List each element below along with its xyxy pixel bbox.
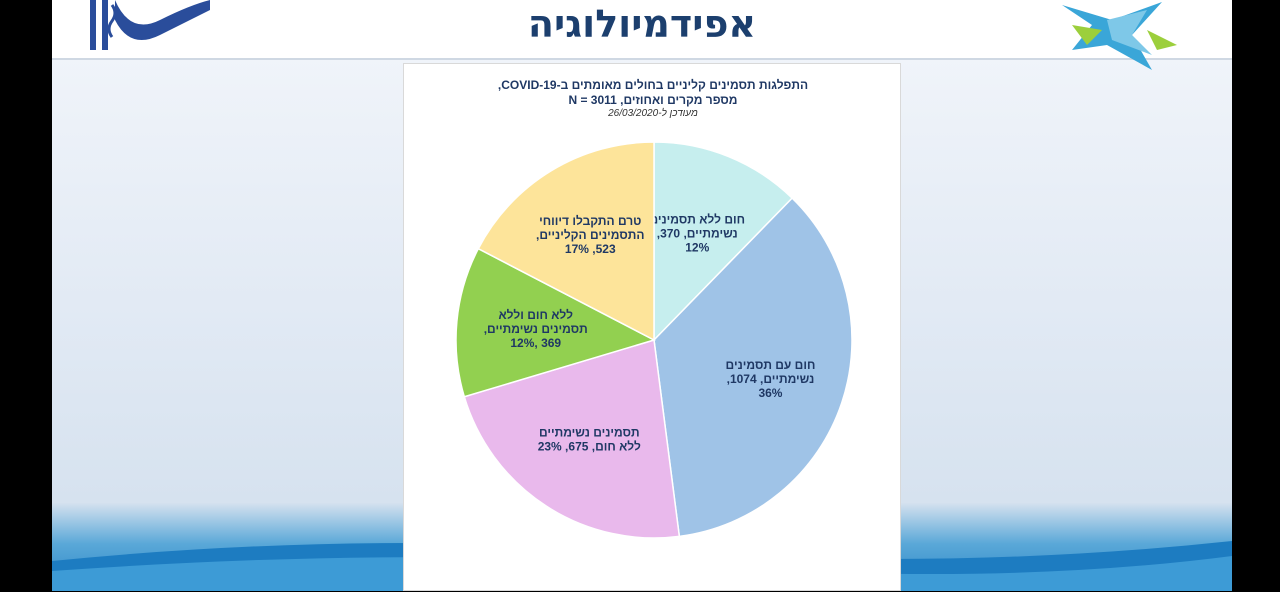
pie-slice-label-line: חום ללא תסמינים: [649, 213, 745, 227]
pie-slice-0: [653, 141, 794, 342]
pie-slice-label-line: תסמינים נשימתיים,: [484, 322, 588, 336]
pie-slice-label-line: 36%: [758, 386, 782, 400]
pie-slice-label-3: ללא חום וללא תסמינים נשימתיים, 369 ,12%: [484, 308, 588, 350]
pie-slice-label-line: 523, 17%: [565, 242, 616, 256]
chart-subtitle: מעודכן ל-26/03/2020: [608, 108, 698, 119]
ministry-logo-icon: [90, 0, 210, 50]
slide-header: אפידמיולוגיה: [52, 0, 1232, 70]
pie-slice-label-2: תסמינים נשימתיים ללא חום, 675, 23%: [538, 426, 641, 454]
pie-slice-3: [455, 247, 656, 398]
pie-slice-label-line: התסמינים הקליניים,: [536, 228, 644, 242]
pie-slice-label-line: טרם התקבלו דיווחי: [539, 214, 641, 228]
pie-slice-label-line: 12%: [685, 241, 709, 255]
pie-slice-label-line: נשימתיים, 370,: [657, 227, 738, 241]
star-logo-icon: [1062, 2, 1177, 70]
pie-slice-label-line: נשימתיים, 1074,: [727, 372, 815, 386]
pie-slice-label-line: תסמינים נשימתיים: [539, 426, 640, 440]
pie-chart: חום ללא תסמינים נשימתיים, 370, 12% חום עם ת…: [455, 141, 853, 539]
slide-title: אפידמיולוגיה: [527, 2, 757, 46]
pie-slice-2: [463, 339, 681, 539]
pie-slice-4: [477, 141, 655, 342]
pie-slice-label-line: ללא חום וללא: [498, 308, 573, 322]
pie-slice-label-0: חום ללא תסמינים נשימתיים, 370, 12%: [649, 213, 745, 255]
pie-slice-label-1: חום עם תסמינים נשימתיים, 1074, 36%: [726, 358, 816, 400]
pie-slice-1: [653, 197, 853, 538]
pie-slice-label-line: 369 ,12%: [510, 336, 561, 350]
pie-slice-label-4: טרם התקבלו דיווחי התסמינים הקליניים, 523, …: [536, 214, 644, 256]
chart-title-line1: התפלגות תסמינים קליניים בחולים מאומתים ב…: [497, 78, 809, 92]
chart-title: התפלגות תסמינים קליניים בחולים מאומתים ב…: [404, 78, 902, 108]
chart-title-line2: מספר מקרים ואחוזים, N = 3011: [568, 93, 738, 107]
pie-slice-label-line: ללא חום, 675, 23%: [538, 440, 641, 454]
pie-slice-label-line: חום עם תסמינים: [726, 358, 816, 372]
chart-panel: התפלגות תסמינים קליניים בחולים מאומתים ב…: [403, 63, 901, 591]
